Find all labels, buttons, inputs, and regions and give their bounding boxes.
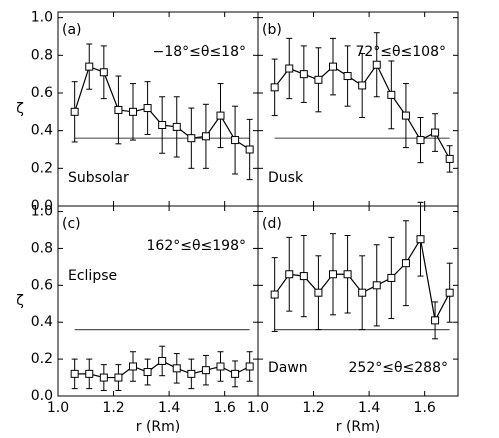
marker bbox=[85, 369, 94, 378]
marker bbox=[70, 369, 79, 378]
x-tick-label: 1.2 bbox=[302, 400, 324, 416]
marker bbox=[99, 68, 108, 77]
marker bbox=[358, 288, 367, 297]
marker bbox=[329, 62, 337, 71]
x-tick-label: 1.0 bbox=[247, 400, 269, 416]
marker bbox=[343, 72, 352, 81]
y-tick-label: 0.8 bbox=[31, 240, 53, 256]
annotation: −18°≤θ≤18° bbox=[153, 44, 246, 60]
y-tick-label: 0.2 bbox=[31, 351, 53, 367]
marker bbox=[114, 373, 123, 382]
y-tick-label: 0.0 bbox=[31, 198, 53, 214]
marker bbox=[172, 364, 181, 373]
y-tick-label: 0.4 bbox=[31, 123, 53, 139]
panel-frame bbox=[57, 205, 259, 397]
marker bbox=[201, 366, 210, 375]
marker bbox=[431, 316, 440, 325]
region-label: Dawn bbox=[268, 360, 308, 376]
x-axis-label: r (Rm) bbox=[336, 419, 381, 435]
marker bbox=[416, 235, 425, 244]
region-label: Eclipse bbox=[68, 268, 117, 284]
x-tick-label: 1.0 bbox=[47, 400, 69, 416]
x-tick-label: 1.4 bbox=[358, 400, 380, 416]
marker bbox=[329, 270, 337, 279]
y-tick-label: 0.8 bbox=[31, 47, 53, 63]
y-axis-label: ζ bbox=[16, 101, 24, 117]
marker bbox=[416, 136, 425, 145]
marker bbox=[158, 121, 167, 130]
marker bbox=[314, 288, 323, 297]
marker bbox=[231, 136, 240, 145]
y-tick-label: 0.2 bbox=[31, 160, 53, 176]
region-label: Subsolar bbox=[68, 170, 129, 186]
marker bbox=[129, 107, 137, 116]
y-tick-label: 0.4 bbox=[31, 314, 53, 330]
marker bbox=[358, 81, 367, 90]
marker bbox=[216, 362, 225, 371]
marker bbox=[143, 104, 152, 113]
marker bbox=[387, 273, 396, 282]
marker bbox=[187, 369, 196, 378]
marker bbox=[143, 368, 152, 377]
marker bbox=[70, 107, 79, 116]
marker bbox=[158, 356, 167, 365]
marker bbox=[172, 122, 181, 131]
panel-label: (c) bbox=[62, 216, 81, 232]
marker bbox=[270, 83, 279, 92]
annotation: 72°≤θ≤108° bbox=[355, 44, 446, 60]
marker bbox=[387, 90, 396, 99]
marker bbox=[216, 111, 225, 120]
marker bbox=[372, 281, 381, 290]
region-label: Dusk bbox=[268, 170, 304, 186]
marker bbox=[129, 362, 137, 371]
marker bbox=[245, 362, 254, 371]
y-tick-label: 0.6 bbox=[31, 85, 53, 101]
annotation: 162°≤θ≤198° bbox=[147, 238, 246, 254]
marker bbox=[401, 259, 410, 268]
marker bbox=[445, 288, 454, 297]
marker bbox=[270, 290, 279, 299]
marker bbox=[85, 62, 94, 71]
x-tick-label: 1.2 bbox=[102, 400, 124, 416]
marker bbox=[114, 105, 123, 114]
marker bbox=[314, 75, 323, 84]
marker bbox=[245, 145, 254, 154]
x-tick-label: 1.6 bbox=[214, 400, 236, 416]
marker bbox=[201, 132, 210, 141]
marker bbox=[187, 134, 196, 143]
panel-label: (d) bbox=[262, 216, 282, 232]
marker bbox=[431, 128, 440, 137]
x-tick-label: 1.4 bbox=[158, 400, 180, 416]
panel-label: (b) bbox=[262, 22, 282, 38]
annotation: 252°≤θ≤288° bbox=[349, 360, 448, 376]
marker bbox=[285, 64, 294, 73]
x-tick-label: 1.6 bbox=[414, 400, 436, 416]
y-axis-label: ζ bbox=[16, 293, 24, 309]
y-tick-label: 1.0 bbox=[31, 10, 53, 26]
marker bbox=[99, 373, 108, 382]
marker bbox=[372, 60, 381, 69]
y-tick-label: 1.0 bbox=[31, 204, 53, 220]
marker bbox=[231, 369, 240, 378]
marker bbox=[299, 272, 308, 281]
y-tick-label: 0.6 bbox=[31, 277, 53, 293]
panel-label: (a) bbox=[62, 22, 82, 38]
marker bbox=[401, 111, 410, 120]
panel-frame bbox=[257, 205, 459, 397]
marker bbox=[285, 270, 294, 279]
marker bbox=[445, 154, 454, 163]
y-tick-label: 0.0 bbox=[31, 388, 53, 404]
marker bbox=[299, 70, 308, 79]
x-axis-label: r (Rm) bbox=[136, 419, 181, 435]
marker bbox=[343, 270, 352, 279]
